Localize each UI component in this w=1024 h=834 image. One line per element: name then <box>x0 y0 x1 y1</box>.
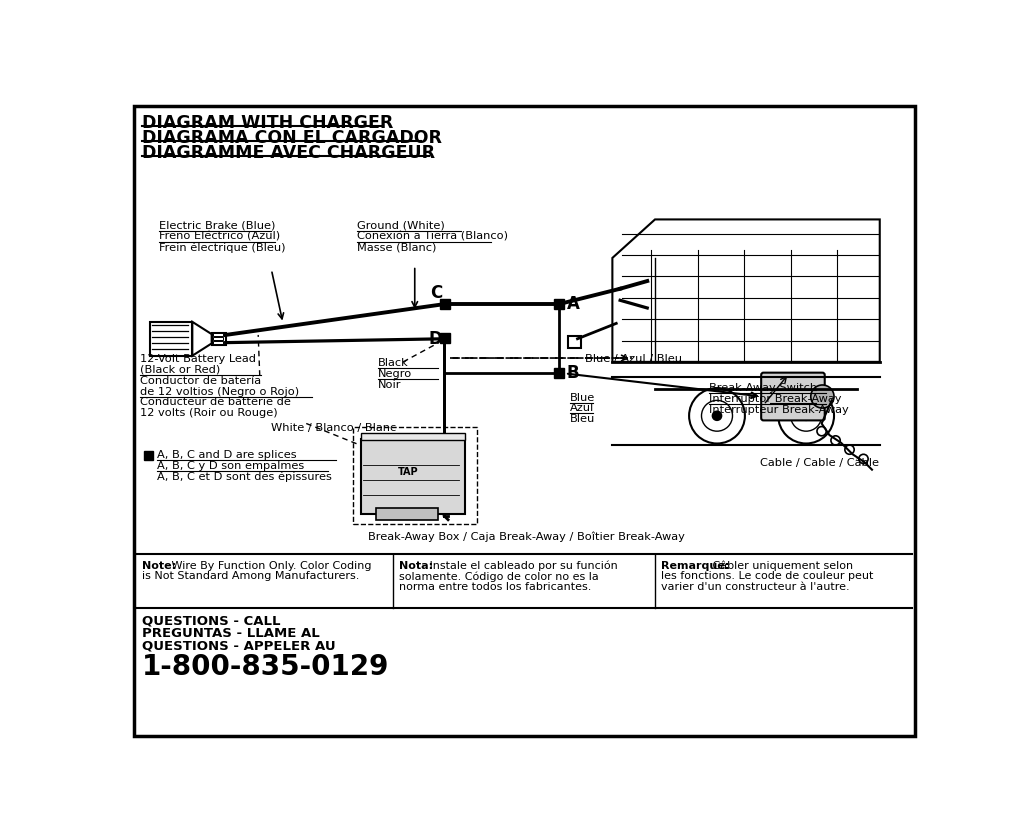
Circle shape <box>811 385 834 408</box>
Text: A, B, C y D son empalmes: A, B, C y D son empalmes <box>158 461 305 471</box>
Circle shape <box>701 400 732 431</box>
Bar <box>554 368 564 378</box>
Polygon shape <box>612 219 880 362</box>
Circle shape <box>778 388 834 444</box>
Text: Electric Brake (Blue): Electric Brake (Blue) <box>159 221 275 231</box>
Text: DIAGRAM WITH CHARGER: DIAGRAM WITH CHARGER <box>142 114 393 132</box>
Text: A, B, C et D sont des épissures: A, B, C et D sont des épissures <box>158 472 333 483</box>
Text: Câbler uniquement selon: Câbler uniquement selon <box>710 560 853 571</box>
Circle shape <box>791 400 821 431</box>
Text: norma entre todos los fabricantes.: norma entre todos los fabricantes. <box>399 582 592 592</box>
Text: is Not Standard Among Manufacturers.: is Not Standard Among Manufacturers. <box>142 571 359 581</box>
Text: Conexión a Tierra (Blanco): Conexión a Tierra (Blanco) <box>356 232 508 242</box>
Circle shape <box>713 411 722 420</box>
Circle shape <box>802 411 811 420</box>
Bar <box>439 299 450 309</box>
Bar <box>143 451 153 460</box>
Bar <box>554 299 564 309</box>
Text: les fonctions. Le code de couleur peut: les fonctions. Le code de couleur peut <box>662 571 873 581</box>
Text: Freno Eléctrico (Azul): Freno Eléctrico (Azul) <box>159 232 281 242</box>
Text: Black: Black <box>378 358 409 368</box>
Bar <box>439 334 450 344</box>
Text: TAP: TAP <box>398 467 419 477</box>
Text: Noir: Noir <box>378 379 401 389</box>
Text: Wire By Function Only. Color Coding: Wire By Function Only. Color Coding <box>168 560 372 570</box>
Text: PREGUNTAS - LLAME AL: PREGUNTAS - LLAME AL <box>142 627 319 640</box>
Polygon shape <box>193 322 212 356</box>
Bar <box>213 341 222 344</box>
Bar <box>360 439 465 514</box>
Text: A, B, C and D are splices: A, B, C and D are splices <box>158 450 297 460</box>
Text: Negro: Negro <box>378 369 413 379</box>
Bar <box>360 433 465 440</box>
Text: Masse (Blanc): Masse (Blanc) <box>356 243 436 253</box>
Text: D: D <box>429 329 442 348</box>
Text: B: B <box>566 364 580 383</box>
Bar <box>568 336 581 348</box>
Text: Frein électrique (Bleu): Frein électrique (Bleu) <box>159 243 286 253</box>
Text: Bleu: Bleu <box>569 414 595 425</box>
Text: C: C <box>430 284 442 303</box>
Text: Cable / Cable / Câble: Cable / Cable / Câble <box>760 458 879 468</box>
Bar <box>213 337 222 340</box>
Bar <box>352 427 477 524</box>
Circle shape <box>689 388 744 444</box>
Text: de 12 voltios (Negro o Rojo): de 12 voltios (Negro o Rojo) <box>139 386 299 396</box>
Text: QUESTIONS - CALL: QUESTIONS - CALL <box>142 615 281 627</box>
Text: varier d'un constructeur à l'autre.: varier d'un constructeur à l'autre. <box>662 582 850 592</box>
Text: Break-Away Switch: Break-Away Switch <box>710 384 817 394</box>
Text: Conducteur de batterie de: Conducteur de batterie de <box>139 397 291 407</box>
Text: Remarque:: Remarque: <box>662 560 729 570</box>
Text: 12-Volt Battery Lead: 12-Volt Battery Lead <box>139 354 256 364</box>
Text: Break-Away Box / Caja Break-Away / Boîtier Break-Away: Break-Away Box / Caja Break-Away / Boîti… <box>369 531 685 542</box>
Text: 12 volts (Roir ou Rouge): 12 volts (Roir ou Rouge) <box>139 408 278 418</box>
Text: 1-800-835-0129: 1-800-835-0129 <box>142 653 389 681</box>
Bar <box>212 333 225 345</box>
Text: Azul: Azul <box>569 404 594 414</box>
Text: Conductor de batería: Conductor de batería <box>139 376 261 386</box>
Text: solamente. Código de color no es la: solamente. Código de color no es la <box>399 571 599 582</box>
Text: White / Blanco / Blanc: White / Blanco / Blanc <box>271 424 396 434</box>
Text: Blue: Blue <box>569 393 595 403</box>
Text: Nota:: Nota: <box>399 560 433 570</box>
Bar <box>376 508 438 520</box>
Text: Note:: Note: <box>142 560 176 570</box>
FancyBboxPatch shape <box>761 373 824 420</box>
Text: DIAGRAMME AVEC CHARGEUR: DIAGRAMME AVEC CHARGEUR <box>142 144 435 162</box>
Text: (Black or Red): (Black or Red) <box>139 365 220 375</box>
Text: Blue / Azul / Bleu: Blue / Azul / Bleu <box>586 354 682 364</box>
Text: Ground (White): Ground (White) <box>356 221 444 231</box>
Text: Instale el cableado por su función: Instale el cableado por su función <box>426 560 618 571</box>
Text: DIAGRAMA CON EL CARGADOR: DIAGRAMA CON EL CARGADOR <box>142 128 442 147</box>
Text: A: A <box>566 295 580 313</box>
Bar <box>150 322 193 356</box>
Text: Interruptor Break-Away: Interruptor Break-Away <box>710 394 842 404</box>
Text: Interrupteur Break-Away: Interrupteur Break-Away <box>710 405 849 415</box>
Bar <box>213 334 222 336</box>
Text: QUESTIONS - APPELER AU: QUESTIONS - APPELER AU <box>142 639 336 652</box>
